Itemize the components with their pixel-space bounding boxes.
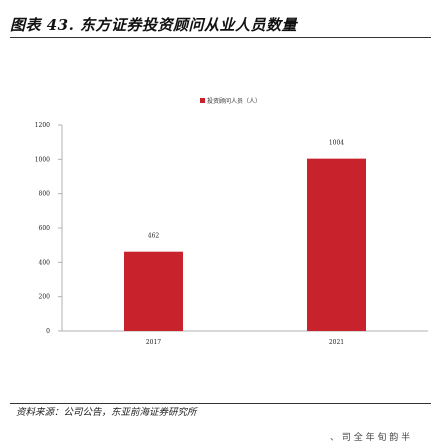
y-ticks: 0 200 400 600 800 1000 1200 [35, 122, 62, 335]
y-tick-label: 400 [39, 259, 51, 266]
y-tick-label: 600 [39, 225, 51, 232]
x-tick-label: 2017 [146, 339, 161, 346]
data-labels: 462 1004 [148, 140, 345, 240]
legend-swatch [200, 98, 205, 103]
bar [124, 251, 183, 331]
source-rule [10, 403, 431, 404]
legend-label: 投资顾问人员（人） [207, 97, 261, 105]
y-tick-label: 0 [46, 328, 50, 335]
bars [124, 158, 366, 331]
figure-title: 图表 43. 东方证券投资顾问从业人员数量 [10, 16, 298, 34]
title-rule [10, 37, 431, 38]
data-label: 462 [148, 233, 160, 240]
bar [307, 158, 366, 331]
x-ticks: 2017 2021 [146, 339, 344, 346]
legend: 投资顾问人员（人） [200, 97, 261, 105]
y-tick-label: 800 [39, 191, 51, 198]
data-label: 1004 [329, 140, 344, 147]
x-tick-label: 2021 [329, 339, 344, 346]
y-tick-label: 1200 [35, 122, 50, 129]
y-tick-label: 200 [39, 294, 51, 301]
y-tick-label: 1000 [35, 156, 50, 163]
source-note: 资料来源：公司公告，东亚前海证券研究所 [16, 407, 197, 418]
footer-cutoff-text: 、 司 全 年 旬 韵 半 [330, 433, 411, 443]
